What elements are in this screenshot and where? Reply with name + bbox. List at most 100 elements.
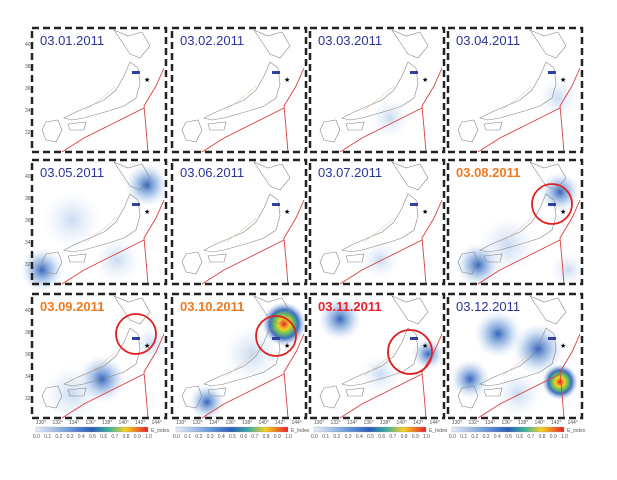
lon-label: 130° [36, 420, 46, 426]
lon-label: 142° [413, 420, 423, 426]
colorbar-label: 0.9 [412, 434, 419, 440]
colorbar-label: 0.0 [449, 434, 456, 440]
lat-label: 38 [25, 64, 31, 70]
colorbar-label: 0.5 [229, 434, 236, 440]
panel-grid: 03.01.2011 40 38 36 34 32 03.02.2011 03.03.2011… [20, 26, 586, 426]
colorbar-title: E_Index [429, 428, 448, 434]
highlight-circle [115, 313, 157, 355]
colorbar-title: E_Index [291, 428, 310, 434]
colorbar-label: 0.5 [367, 434, 374, 440]
map-panel: 03.11.2011 130° 132° 134° 136° 138° 140° 142° 14… [308, 292, 446, 426]
lon-label: 132° [469, 420, 479, 426]
lon-label: 138° [518, 420, 528, 426]
panel-border [308, 292, 446, 420]
panel-border [30, 158, 168, 286]
colorbar-label: 0.0 [311, 434, 318, 440]
colorbar-label: 0.9 [134, 434, 141, 440]
colorbar-label: 0.7 [527, 434, 534, 440]
lon-label: 134° [69, 420, 79, 426]
lat-label: 34 [25, 240, 31, 246]
date-label: 03.07.2011 [318, 165, 382, 180]
date-label: 03.05.2011 [40, 165, 104, 180]
colorbar-label: 0.7 [111, 434, 118, 440]
lon-label: 132° [193, 420, 203, 426]
colorbar-label: 1.0 [145, 434, 152, 440]
lon-label: 138° [242, 420, 252, 426]
lon-label: 138° [102, 420, 112, 426]
colorbar-label: 0.3 [207, 434, 214, 440]
lon-label: 134° [485, 420, 495, 426]
lat-label: 34 [25, 374, 31, 380]
colorbar-label: 0.8 [401, 434, 408, 440]
map-panel: 03.05.2011 40 38 36 34 32 [20, 158, 169, 292]
colorbar-label: 0.2 [55, 434, 62, 440]
highlight-circle [255, 315, 297, 357]
colorbar-label: 0.1 [184, 434, 191, 440]
map-panel: 03.06.2011 [170, 158, 308, 286]
map-panel: 03.08.2011 [446, 158, 586, 288]
colorbar-label: 0.7 [251, 434, 258, 440]
heat-blob [42, 190, 102, 250]
colorbar-label: 0.6 [100, 434, 107, 440]
lat-label: 32 [25, 396, 31, 402]
lon-label: 134° [209, 420, 219, 426]
panel-border [446, 158, 584, 286]
panel-border [30, 26, 168, 154]
colorbar-label: 0.4 [494, 434, 501, 440]
lon-label: 136° [226, 420, 236, 426]
lon-label: 136° [364, 420, 374, 426]
heat-blob [474, 310, 522, 358]
map-panel: 03.12.2011 130° 132° 134° 136° 138° 140° 142° 14… [446, 292, 584, 426]
lon-label: 140° [259, 420, 269, 426]
colorbar [313, 426, 427, 433]
date-label: 03.08.2011 [456, 165, 520, 180]
heat-blob [20, 248, 64, 292]
lon-label: 130° [452, 420, 462, 426]
panel-border [170, 292, 308, 420]
lat-label: 40 [25, 308, 31, 314]
colorbar-label: 0.0 [33, 434, 40, 440]
map-panel: 03.02.2011 [170, 26, 308, 154]
lon-label: 136° [502, 420, 512, 426]
heat-blob [360, 354, 400, 394]
colorbar [451, 426, 565, 433]
colorbar-title: E_Index [151, 428, 170, 434]
colorbar [35, 426, 149, 433]
colorbar-label: 0.3 [67, 434, 74, 440]
colorbar-label: 0.5 [505, 434, 512, 440]
map-panel: 03.04.2011 [446, 26, 584, 154]
colorbar-label: 1.0 [561, 434, 568, 440]
lat-label: 36 [25, 86, 31, 92]
lat-label: 38 [25, 196, 31, 202]
colorbar-label: 0.9 [550, 434, 557, 440]
heat-blob [189, 384, 225, 420]
colorbar-label: 0.6 [378, 434, 385, 440]
colorbar-label: 0.4 [218, 434, 225, 440]
lat-label: 36 [25, 352, 31, 358]
lat-label: 40 [25, 174, 31, 180]
lat-label: 40 [25, 42, 31, 48]
lon-label: 140° [119, 420, 129, 426]
heat-blob [370, 98, 410, 138]
colorbar-label: 0.2 [333, 434, 340, 440]
heat-blob [478, 215, 538, 275]
lon-label: 134° [347, 420, 357, 426]
panel-border [308, 158, 446, 286]
heat-blob [360, 240, 400, 280]
lon-label: 144° [430, 420, 440, 426]
date-label: 03.11.2011 [318, 299, 382, 314]
lat-label: 32 [25, 130, 31, 136]
colorbar-label: 0.1 [322, 434, 329, 440]
lon-label: 132° [331, 420, 341, 426]
colorbar-label: 0.8 [539, 434, 546, 440]
lat-label: 32 [25, 262, 31, 268]
colorbar-title: E_Index [567, 428, 586, 434]
date-label: 03.06.2011 [180, 165, 244, 180]
map-panel: 03.09.2011 40 38 36 34 32 130° 132° 134° 136° 138°… [25, 292, 170, 426]
lon-label: 140° [535, 420, 545, 426]
lat-label: 34 [25, 108, 31, 114]
colorbar-label: 0.8 [123, 434, 130, 440]
colorbar-label: 0.6 [516, 434, 523, 440]
lon-label: 144° [152, 420, 162, 426]
